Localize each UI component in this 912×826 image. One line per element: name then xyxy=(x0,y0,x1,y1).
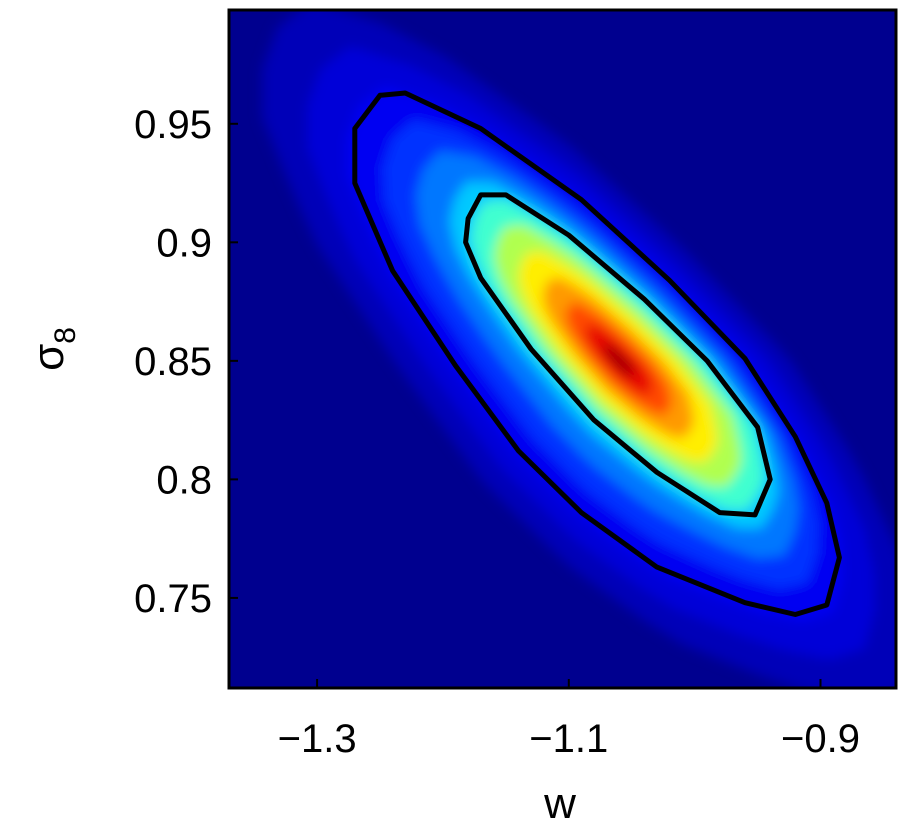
x-tick-label: −1.1 xyxy=(529,717,608,761)
contour-layer xyxy=(352,90,842,617)
density-bands xyxy=(262,10,896,688)
contour-inner xyxy=(463,192,773,518)
x-tick-label: −0.9 xyxy=(781,717,860,761)
y-tick-label: 0.95 xyxy=(134,103,212,147)
plot-area xyxy=(227,8,898,690)
density-heatmap xyxy=(262,10,896,688)
y-tick-label: 0.8 xyxy=(156,458,212,502)
plot-frame xyxy=(227,8,898,690)
y-axis-label-subscript: 8 xyxy=(49,327,82,344)
y-tick-label: 0.9 xyxy=(156,221,212,265)
contour-outer xyxy=(352,90,842,617)
x-tick-label: −1.3 xyxy=(278,717,357,761)
y-axis-label-base: σ xyxy=(24,344,73,371)
x-axis-label: w xyxy=(543,779,576,826)
y-axis-label: σ8 xyxy=(24,327,82,371)
density-band-12 xyxy=(603,344,635,377)
y-axis-ticks: 0.75 0.8 0.85 0.9 0.95 xyxy=(134,103,238,621)
svg-text:σ8: σ8 xyxy=(24,327,82,371)
y-tick-label: 0.85 xyxy=(134,340,212,384)
x-axis-ticks: −1.3 −1.1 −0.9 xyxy=(278,679,860,761)
y-tick-label: 0.75 xyxy=(134,577,212,621)
